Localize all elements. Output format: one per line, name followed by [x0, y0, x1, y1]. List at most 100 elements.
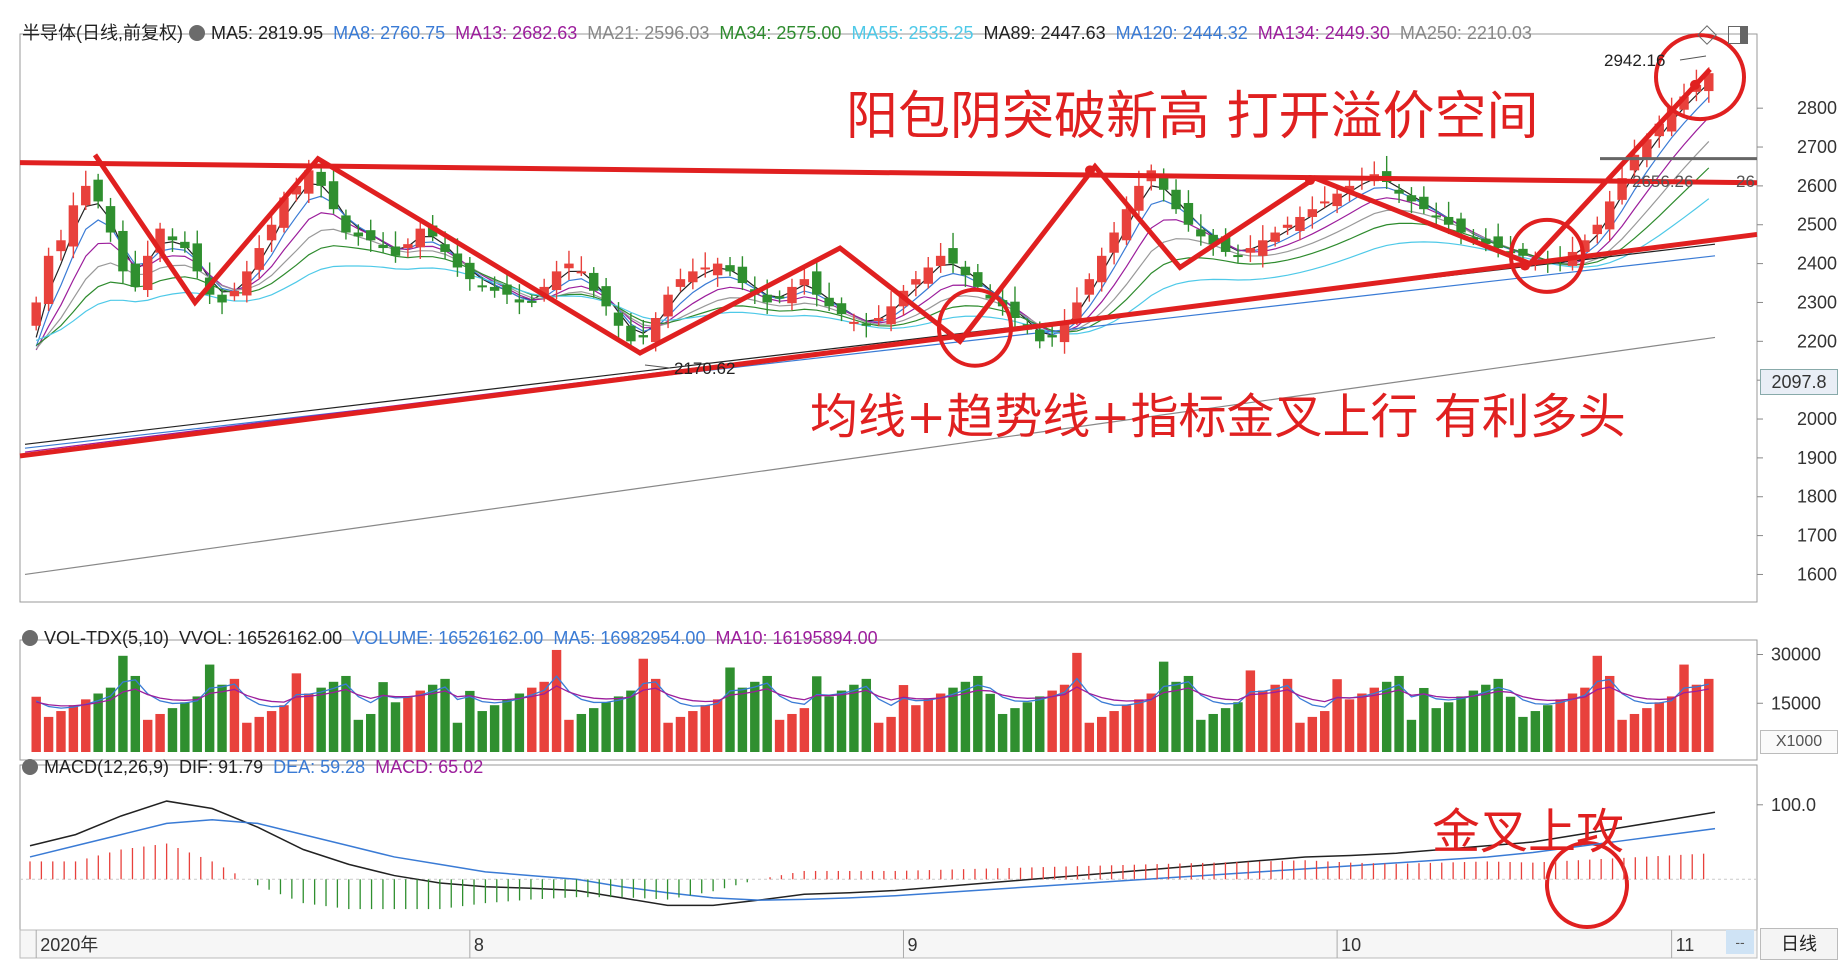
volume-bar	[1443, 702, 1454, 752]
macd-legend-item-2: MACD: 65.02	[375, 757, 484, 777]
candle-body	[378, 244, 388, 249]
volume-unit-label: X1000	[1760, 730, 1838, 754]
volume-legend: VVOL: 16526162.00 VOLUME: 16526162.00 MA5:…	[179, 628, 888, 648]
candle-body	[242, 271, 252, 296]
resistance-price-suffix: 26	[1736, 172, 1755, 191]
candle-body	[1704, 73, 1714, 92]
moving-average-line	[35, 198, 1710, 341]
volume-bar	[1047, 690, 1057, 752]
candle-body	[725, 265, 735, 272]
volume-legend-item-0: VVOL: 16526162.00	[179, 628, 343, 648]
wave-marker	[1690, 79, 1700, 90]
candle-body	[93, 179, 103, 202]
candlesticks	[31, 67, 1714, 354]
candle-body	[266, 224, 277, 241]
breakout-circle	[1654, 33, 1746, 122]
moving-average-line	[35, 116, 1710, 351]
volume-bar	[155, 713, 165, 752]
volume-bar	[204, 664, 215, 752]
candle-body	[1307, 209, 1318, 217]
scroll-indicator[interactable]: --	[1726, 930, 1754, 954]
candle-body	[1604, 201, 1615, 230]
y-tick-label: 2200	[1797, 331, 1837, 351]
volume-bar	[465, 690, 475, 752]
candle-body	[601, 286, 611, 307]
candle-body	[403, 244, 413, 249]
volume-bar	[626, 690, 636, 752]
volume-bar	[1010, 708, 1020, 752]
candle-body	[465, 262, 475, 280]
macd-legend: DIF: 91.79 DEA: 59.28 MACD: 65.02	[179, 757, 493, 777]
ma-legend: MA5: 2819.95 MA8: 2760.75 MA13: 2682.63 MA2…	[211, 23, 1542, 43]
candle-body	[564, 263, 574, 269]
volume-bar	[452, 722, 463, 752]
settings-icon[interactable]	[22, 759, 38, 775]
candle-body	[1270, 232, 1280, 242]
volume-bar	[700, 705, 710, 752]
candle-body	[118, 230, 128, 272]
date-tick-label: 2020年	[40, 935, 98, 955]
candle-body	[799, 279, 810, 286]
volume-bar	[291, 673, 302, 752]
candle-body	[477, 285, 487, 288]
volume-bar	[192, 696, 202, 752]
candle-body	[1171, 189, 1181, 210]
volume-bar	[427, 684, 438, 752]
candle-body	[861, 323, 872, 326]
volume-bar	[316, 687, 326, 752]
wave-marker	[1085, 165, 1095, 176]
volume-bar	[217, 684, 227, 752]
candle-body	[68, 205, 79, 247]
candle-body	[812, 271, 822, 295]
volume-bar	[1258, 690, 1268, 752]
volume-bar	[1604, 675, 1615, 752]
volume-bar	[1456, 696, 1466, 752]
candle-body	[56, 240, 66, 252]
bottom-circle-1	[937, 287, 1013, 368]
candle-body	[1282, 224, 1293, 228]
y-tick-label: 1900	[1797, 448, 1837, 468]
candle-body	[217, 294, 227, 303]
candle-body	[1481, 238, 1491, 245]
ma-legend-item-9: MA250: 2210.03	[1399, 23, 1532, 43]
macd-dif-line	[29, 800, 1716, 907]
candle-body	[1580, 240, 1590, 252]
macd-dea-line	[29, 818, 1716, 901]
settings-icon[interactable]	[189, 25, 205, 41]
volume-legend-item-3: MA10: 16195894.00	[715, 628, 878, 648]
volume-bar	[725, 667, 735, 752]
bottom-circle-2	[1509, 217, 1585, 294]
volume-bar	[1072, 652, 1082, 752]
volume-bar	[1666, 696, 1677, 752]
volume-bar	[812, 676, 822, 752]
period-button[interactable]: 日线	[1760, 928, 1838, 960]
volume-bar	[341, 675, 351, 752]
volume-indicator-name: VOL-TDX(5,10)	[44, 628, 170, 648]
candle-body	[1332, 193, 1342, 207]
volume-bar	[861, 678, 872, 752]
panel-toggle-icon[interactable]	[1728, 26, 1748, 44]
candle-body	[1344, 185, 1355, 193]
candle-body	[130, 263, 141, 287]
candle-body	[1320, 201, 1330, 204]
volume-bar	[911, 705, 921, 752]
candle-body	[1419, 196, 1429, 210]
moving-average-line	[35, 141, 1710, 350]
y-tick-label: 2800	[1797, 98, 1837, 118]
volume-bar	[353, 719, 364, 752]
settings-icon[interactable]	[22, 630, 38, 646]
date-tick-label: 10	[1341, 935, 1361, 955]
volume-bar	[390, 702, 401, 752]
y-tick-label: 2400	[1797, 254, 1837, 274]
ma-legend-item-0: MA5: 2819.95	[211, 23, 324, 43]
volume-bar	[960, 681, 971, 752]
candle-body	[1084, 279, 1095, 295]
candle-body	[650, 318, 661, 343]
volume-bar	[539, 681, 549, 752]
volume-bar	[1468, 690, 1479, 752]
candle-body	[43, 255, 54, 305]
candle-body	[700, 267, 710, 270]
candle-body	[229, 290, 240, 297]
candle-body	[1233, 255, 1243, 258]
